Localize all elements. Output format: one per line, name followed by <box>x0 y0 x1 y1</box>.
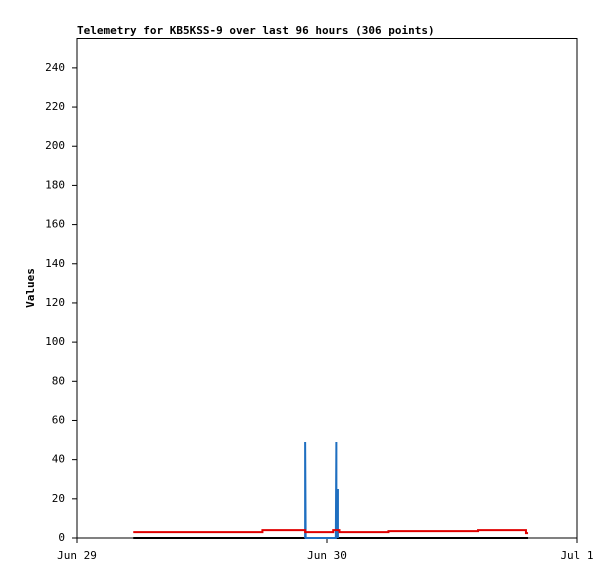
x-tick-label: Jun 29 <box>57 549 97 562</box>
y-axis-label: Values <box>24 268 37 308</box>
series-line <box>133 529 529 535</box>
y-tick-label: 160 <box>45 218 65 231</box>
y-tick-label: 80 <box>52 374 65 387</box>
x-tick-label: Jun 30 <box>307 549 347 562</box>
series-line <box>304 442 339 539</box>
y-tick-label: 220 <box>45 100 65 113</box>
y-tick-label: 40 <box>52 453 65 466</box>
y-tick-label: 200 <box>45 139 65 152</box>
y-tick-label: 20 <box>52 492 65 505</box>
y-tick-label: 240 <box>45 61 65 74</box>
x-tick-label: Jul 1 <box>560 549 593 562</box>
chart-title: Telemetry for KB5KSS-9 over last 96 hour… <box>77 24 435 37</box>
y-tick-label: 120 <box>45 296 65 309</box>
y-tick-label: 140 <box>45 257 65 270</box>
y-tick-label: 100 <box>45 335 65 348</box>
y-tick-label: 0 <box>58 531 65 544</box>
y-tick-label: 180 <box>45 178 65 191</box>
plot-frame <box>76 38 578 539</box>
y-tick-label: 60 <box>52 413 65 426</box>
